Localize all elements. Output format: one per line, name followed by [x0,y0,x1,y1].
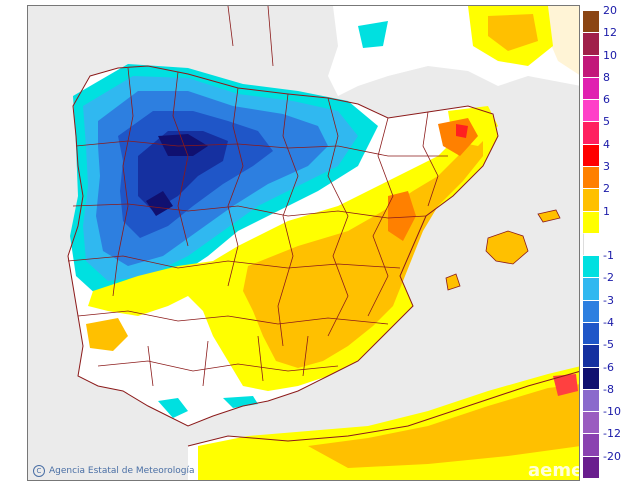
legend-swatch [583,166,599,189]
legend-label: 6 [603,93,610,107]
anomaly-map: aemet [27,5,580,481]
legend-swatch [583,54,599,77]
legend-swatch [583,143,599,166]
anomaly-darkorange-east [388,118,478,241]
legend-swatch [583,411,599,434]
legend-label: -1 [603,249,614,263]
legend-swatch [583,299,599,322]
anomaly-red-catalonia [456,124,468,138]
legend-label: 4 [603,137,610,151]
legend-swatch [583,455,599,478]
legend-label: -5 [603,338,614,352]
legend-label: 3 [603,160,610,173]
legend-swatch [583,76,599,100]
mallorca-island [485,230,529,265]
anomaly-cyan-south [158,396,258,418]
menorca-island [537,209,561,223]
legend-swatch [583,99,599,122]
anomaly-neutral-sw [123,341,228,424]
legend-swatch [583,433,599,456]
copyright-icon: C [33,465,45,477]
legend-label: -2 [603,271,614,285]
anomaly-red-africa [553,374,578,396]
ibiza-island [445,273,461,291]
africa-coastline [187,371,579,447]
legend-label: -10 [603,405,621,419]
legend-swatch [583,121,599,144]
agency-credit-text: Agencia Estatal de Meteorología [49,466,195,476]
legend-label: -4 [603,316,614,329]
legend-swatch [583,322,599,345]
anomaly-yellow-southwest [86,318,128,351]
anomaly-cyan-france [358,21,388,48]
legend-label: -3 [603,293,614,307]
legend-swatch [583,210,599,233]
legend-swatch [583,388,599,412]
legend-label: 10 [603,48,617,62]
color-legend: 20 12 10 8 6 5 4 3 2 1 -1 -2 -3 -4 -5 -6 -8 -10 -12 -20 [583,5,627,478]
anomaly-orange-se [243,131,483,368]
map-canvas: aemet [28,6,580,481]
legend-label: 1 [603,204,610,218]
legend-label: -20 [603,449,621,463]
legend-label: -6 [603,360,614,374]
coastline [67,65,499,427]
legend-label: 20 [603,4,617,17]
legend-label: 5 [603,115,610,129]
alps-land [543,6,579,75]
anomaly-deepest-core [146,134,208,216]
legend-swatch [583,344,599,367]
legend-label: 12 [603,26,617,40]
legend-swatch [583,32,599,55]
anomaly-orange-africa [308,384,579,468]
legend-label: 8 [603,70,610,84]
legend-swatch [583,188,599,211]
legend-swatch [583,10,599,33]
watermark-text: aemet [528,460,580,481]
legend-swatch [583,366,599,389]
anomaly-orange-france [488,14,538,51]
legend-swatch [583,277,599,300]
legend-label: -12 [603,427,621,441]
legend-label: 2 [603,182,610,196]
legend-swatch [583,255,599,278]
anomaly-navy-core [138,131,228,211]
province-borders [67,6,448,387]
legend-label: -8 [603,382,614,396]
legend-swatch [583,232,599,256]
agency-credit: C Agencia Estatal de Meteorología [33,465,195,477]
